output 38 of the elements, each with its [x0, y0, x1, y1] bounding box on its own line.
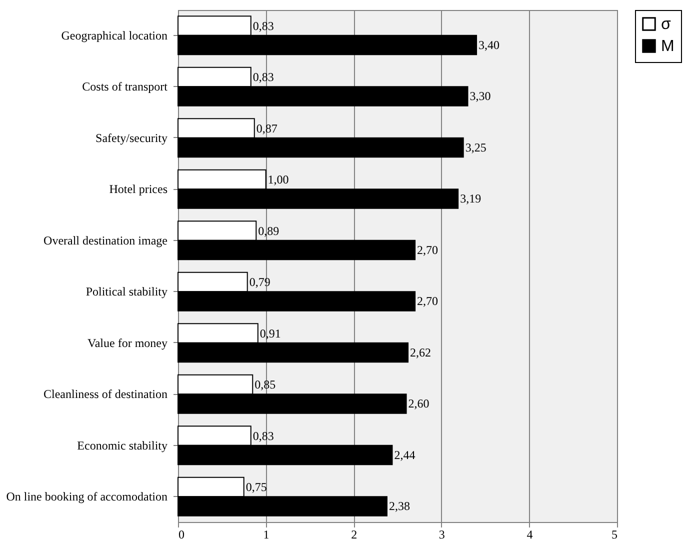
x-tick-label: 3	[438, 528, 445, 542]
data-label: 2,70	[417, 242, 438, 257]
y-tick-label: Political stability	[86, 284, 168, 299]
y-tick-label: Cleanliness of destination	[44, 387, 168, 402]
y-tick-label: Geographical location	[61, 28, 168, 42]
data-label: 0,83	[252, 428, 274, 443]
data-label: 0,75	[246, 480, 267, 494]
y-tick-label: Economic stability	[77, 438, 168, 452]
y-tick-label: Safety/security	[96, 130, 168, 145]
x-tick-label: 5	[612, 528, 618, 542]
data-label: 2,70	[417, 294, 438, 308]
y-tick-label: On line booking of accomodation	[6, 490, 168, 504]
data-label: 1,00	[268, 172, 289, 187]
y-tick-label: Hotel prices	[109, 182, 168, 196]
x-tick-label: 2	[351, 528, 358, 542]
data-label: 0,89	[258, 224, 280, 238]
data-label: 3,40	[478, 38, 500, 52]
y-tick-label: Costs of transport	[82, 80, 168, 94]
data-label: 2,60	[408, 396, 430, 411]
data-label: 0,91	[260, 326, 281, 340]
data-label: 3,25	[465, 140, 486, 154]
data-label: 2,44	[394, 448, 416, 462]
x-tick-label: 4	[526, 528, 533, 542]
data-label: 0,83	[252, 18, 274, 33]
x-tick-label: 0	[178, 528, 184, 542]
data-label: 2,62	[410, 345, 432, 360]
data-label: 3,19	[460, 192, 482, 206]
y-tick-label: Overall destination image	[44, 233, 168, 248]
legend-label: M	[661, 38, 674, 55]
y-tick-label: Value for money	[88, 336, 168, 350]
data-label: 0,83	[252, 70, 274, 84]
data-label: 0,85	[254, 378, 276, 392]
data-label: 0,79	[249, 275, 270, 290]
x-tick-label: 1	[263, 528, 270, 542]
data-label: 3,30	[470, 89, 491, 104]
legend-label: σ	[661, 16, 671, 33]
data-label: 2,38	[388, 499, 410, 514]
data-label: 0,87	[256, 121, 278, 136]
